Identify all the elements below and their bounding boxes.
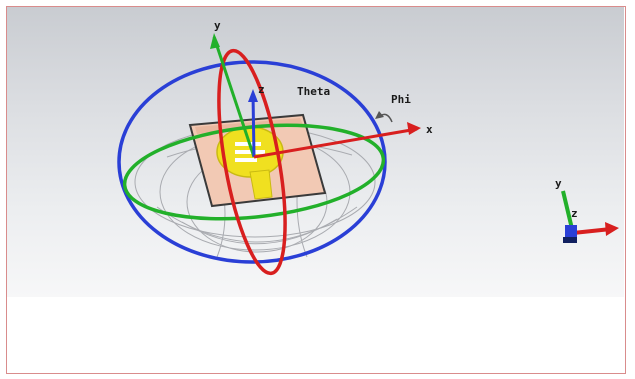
phi-ring bbox=[122, 123, 386, 221]
phi-label: Phi bbox=[391, 93, 411, 106]
triad-base bbox=[563, 237, 577, 243]
patch-slot-2 bbox=[235, 150, 265, 154]
empty-panel bbox=[7, 297, 624, 373]
orientation-triad[interactable]: y z bbox=[555, 177, 619, 243]
triad-y-label: y bbox=[555, 177, 562, 190]
triad-x-axis bbox=[572, 227, 612, 235]
x-axis-line bbox=[253, 127, 418, 159]
phi-indicator-arrow bbox=[375, 111, 384, 119]
z-axis-line bbox=[251, 92, 256, 158]
feed-line bbox=[249, 169, 273, 200]
mesh-arc-2 bbox=[181, 218, 338, 245]
window-frame: y z Theta Phi x y z bbox=[6, 6, 626, 374]
farfield-scene: y z Theta Phi x y z bbox=[117, 19, 619, 276]
patch-slot-1 bbox=[235, 142, 261, 146]
z-axis-label: z bbox=[258, 83, 265, 96]
elevation-ring bbox=[217, 48, 287, 276]
triad-x-arrow bbox=[605, 222, 619, 236]
y-axis-arrow bbox=[210, 33, 220, 49]
x-axis-label: x bbox=[426, 123, 433, 136]
3d-viewport[interactable]: y z Theta Phi x y z bbox=[7, 7, 624, 297]
z-axis-arrow bbox=[248, 89, 258, 102]
antenna-model[interactable] bbox=[188, 113, 327, 208]
y-axis-label: y bbox=[214, 19, 221, 32]
triad-z-label: z bbox=[571, 207, 578, 220]
theta-label: Theta bbox=[297, 85, 330, 98]
patch-slot-3 bbox=[235, 158, 257, 162]
x-axis-arrow bbox=[407, 122, 421, 135]
y-axis-line bbox=[212, 36, 256, 158]
